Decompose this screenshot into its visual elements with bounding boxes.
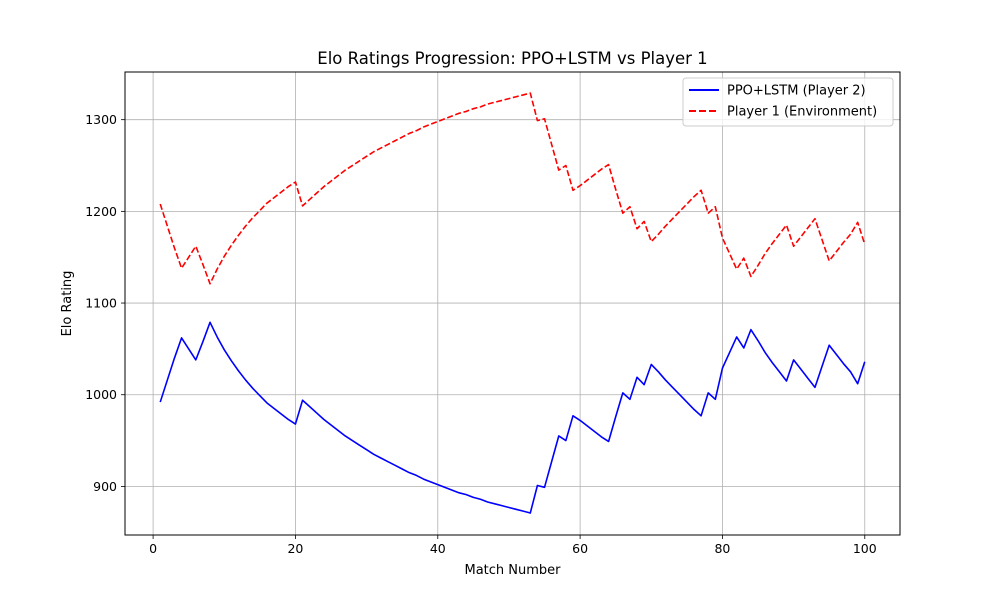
y-tick-label: 900 [93,479,117,494]
x-tick-label: 0 [149,541,157,556]
plot-area-frame [124,71,901,536]
y-axis-title: Elo Rating [60,271,75,337]
legend-label-ppo-lstm: PPO+LSTM (Player 2) [727,84,866,99]
x-tick-label: 20 [287,541,303,556]
x-tick-label: 40 [430,541,446,556]
y-tick-label: 1300 [85,112,117,127]
legend-label-player-1: Player 1 (Environment) [727,105,877,120]
y-tick-label: 1100 [85,296,117,311]
x-tick-label: 100 [853,541,877,556]
series-line-player-1 [159,92,866,285]
legend-box [682,77,894,127]
x-tick-label: 60 [572,541,588,556]
y-tick-label: 1200 [85,204,117,219]
legend: PPO+LSTM (Player 2) Player 1 (Environmen… [682,77,894,127]
y-tick-label: 1000 [85,387,117,402]
axis-ticks: 0 20 40 60 80 100 900 1000 1100 1200 1300 [85,112,877,556]
series-lines [159,92,866,514]
x-axis-title: Match Number [464,563,561,578]
chart-title: Elo Ratings Progression: PPO+LSTM vs Pla… [317,49,707,68]
x-tick-label: 80 [714,541,730,556]
series-line-ppo-lstm [159,321,866,514]
